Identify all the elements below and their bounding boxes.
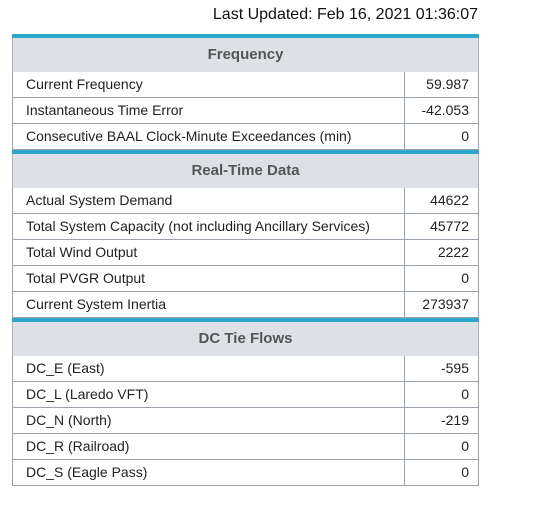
row-value: 0 [461,128,469,144]
row-label: DC_S (Eagle Pass) [13,460,405,485]
table-row: DC_L (Laredo VFT) 0 [12,382,479,408]
row-value: 0 [461,464,469,480]
table-row: Consecutive BAAL Clock-Minute Exceedance… [12,124,479,150]
row-value: 2222 [437,244,469,260]
table-row: Total Wind Output 2222 [12,240,479,266]
row-value: 0 [461,438,469,454]
row-label: Consecutive BAAL Clock-Minute Exceedance… [13,124,405,149]
row-value: 59.987 [426,76,469,92]
section: Real-Time Data Actual System Demand 44622 T… [12,150,479,318]
section: DC Tie Flows DC_E (East) -595 DC_L (Laredo … [12,318,479,486]
row-value: -42.053 [421,102,469,118]
table-row: DC_E (East) -595 [12,356,479,382]
row-label: DC_L (Laredo VFT) [13,382,405,407]
row-label: Total Wind Output [13,240,405,265]
row-value: 0 [461,270,469,286]
row-label: Total PVGR Output [13,266,405,291]
table-row: Current Frequency 59.987 [12,72,479,98]
section-title: Real-Time Data [12,154,479,188]
row-label: Instantaneous Time Error [13,98,405,123]
table-row: DC_S (Eagle Pass) 0 [12,460,479,486]
table-row: DC_N (North) -219 [12,408,479,434]
row-value: 273937 [422,296,469,312]
tables: Frequency Current Frequency 59.987 Instanta… [12,34,479,486]
row-label: Actual System Demand [13,188,405,213]
row-value: 45772 [430,218,469,234]
row-label: Current Frequency [13,72,405,97]
row-value: 44622 [430,192,469,208]
row-label: DC_N (North) [13,408,405,433]
table-row: Total System Capacity (not including Anc… [12,214,479,240]
table-row: Instantaneous Time Error -42.053 [12,98,479,124]
row-label: Total System Capacity (not including Anc… [13,214,405,239]
row-label: Current System Inertia [13,292,405,317]
last-updated: Last Updated: Feb 16, 2021 01:36:07 [212,6,478,23]
row-value: -595 [440,360,469,376]
table-row: Actual System Demand 44622 [12,188,479,214]
row-value: -219 [440,412,469,428]
row-label: DC_R (Railroad) [13,434,405,459]
section-title: DC Tie Flows [12,322,479,356]
row-label: DC_E (East) [13,356,405,381]
row-value: 0 [461,386,469,402]
table-row: Total PVGR Output 0 [12,266,479,292]
table-row: DC_R (Railroad) 0 [12,434,479,460]
table-row: Current System Inertia 273937 [12,292,479,318]
section: Frequency Current Frequency 59.987 Instanta… [12,34,479,150]
section-title: Frequency [12,38,479,72]
